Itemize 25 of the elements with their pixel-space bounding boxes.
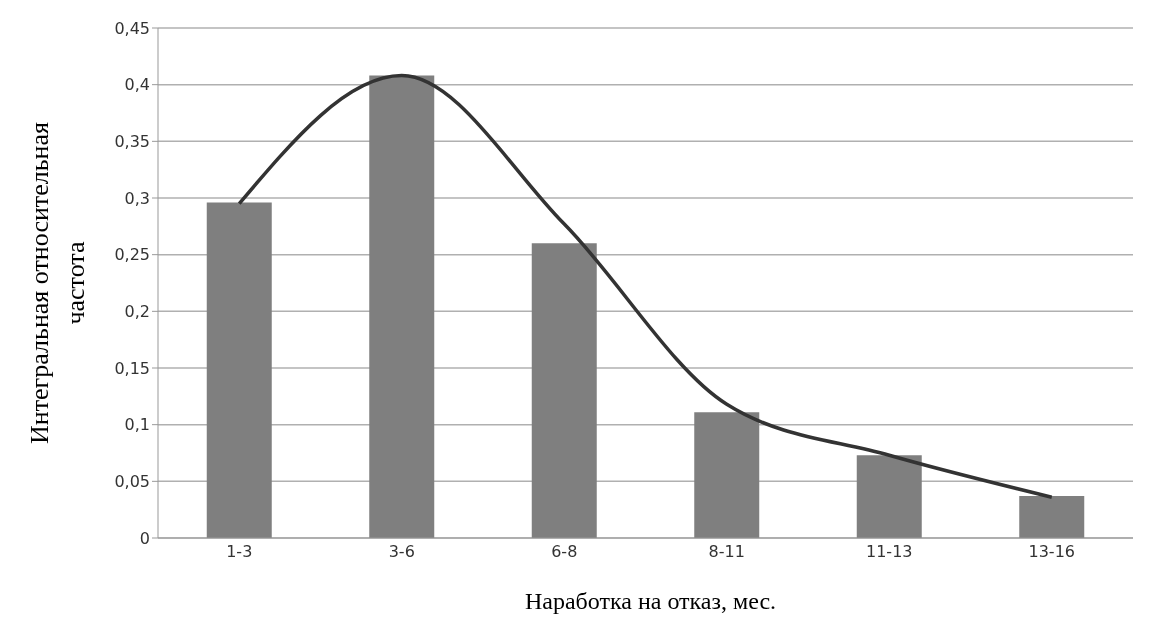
bar — [856, 455, 922, 538]
x-tick-label: 3-6 — [388, 542, 415, 562]
bar — [694, 412, 760, 538]
x-tick-label: 1-3 — [226, 542, 253, 562]
y-tick-label: 0,05 — [114, 472, 150, 492]
x-tick-label: 13-16 — [1028, 542, 1075, 562]
x-axis-title: Наработка на отказ, мес. — [523, 588, 778, 615]
y-tick-label: 0,15 — [114, 358, 150, 378]
y-tick-label: 0,35 — [114, 132, 150, 152]
y-tick-label: 0,2 — [124, 302, 150, 322]
y-tick-label: 0,4 — [124, 75, 150, 95]
y-axis-title: Интегральная относительная частота — [25, 121, 90, 444]
y-tick-label: 0,45 — [114, 18, 150, 38]
bar — [369, 75, 435, 538]
x-tick-label: 11-13 — [866, 542, 913, 562]
line-series — [237, 73, 1054, 499]
y-tick-label: 0 — [139, 528, 150, 548]
y-tick-label: 0,25 — [114, 245, 150, 265]
x-tick-label: 6-8 — [551, 542, 578, 562]
bar — [1019, 496, 1085, 538]
y-tick-label: 0,1 — [124, 415, 150, 435]
y-tick-label: 0,3 — [124, 188, 150, 208]
bar — [531, 243, 597, 538]
x-tick-label: 8-11 — [708, 542, 745, 562]
bar — [206, 202, 272, 538]
